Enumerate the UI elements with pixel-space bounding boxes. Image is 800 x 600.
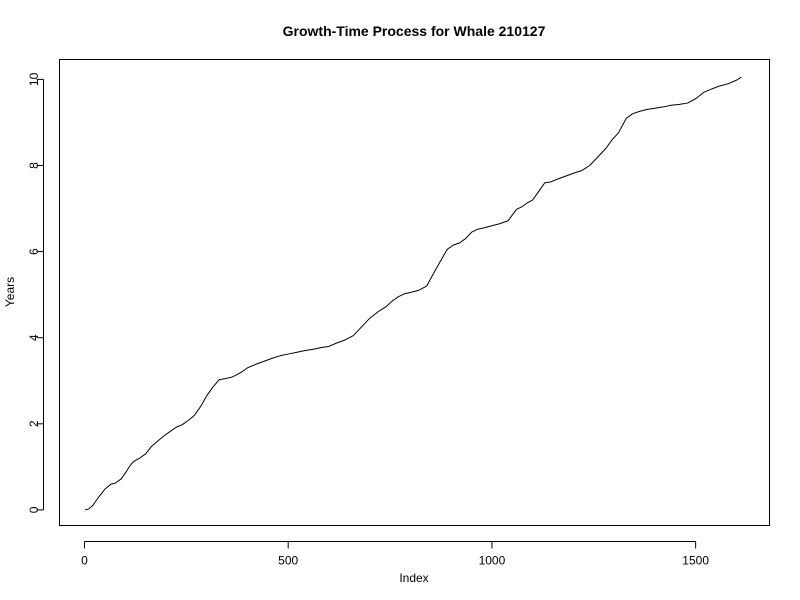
- series-layer: [84, 76, 742, 511]
- y-axis-label: Years: [3, 277, 17, 307]
- y-tick-label: 2: [27, 420, 41, 427]
- x-axis-label: Index: [399, 571, 428, 585]
- plot-frame: [59, 59, 770, 526]
- y-tick-label: 4: [27, 334, 41, 341]
- chart-title: Growth-Time Process for Whale 210127: [283, 23, 546, 39]
- series-line: [84, 76, 742, 511]
- x-tick-label: 0: [81, 553, 88, 567]
- y-tick-label: 0: [27, 506, 41, 513]
- x-tick-label: 1000: [479, 553, 506, 567]
- y-tick-label: 6: [27, 248, 41, 255]
- y-tick-label: 10: [27, 72, 41, 86]
- x-tick-label: 1500: [682, 553, 709, 567]
- x-tick-label: 500: [278, 553, 298, 567]
- x-axis: 0 500 1000 1500: [81, 541, 709, 567]
- y-axis: 0 2 4 6 8 10: [27, 72, 44, 513]
- y-tick-label: 8: [27, 162, 41, 169]
